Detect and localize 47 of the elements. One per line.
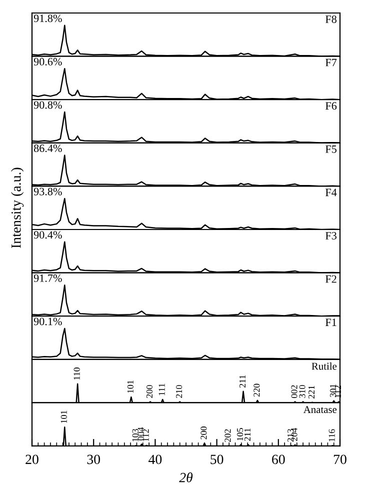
annotation: 200: [200, 426, 207, 440]
text: F3: [326, 232, 336, 240]
text: F5: [326, 146, 336, 153]
text: F4: [326, 188, 337, 196]
annotation: 301: [330, 384, 336, 397]
x-axis-title: 2θ: [179, 472, 193, 482]
text: F8: [326, 15, 336, 23]
text: 90.1%: [34, 318, 62, 326]
text: F1: [326, 318, 336, 326]
text: F7: [326, 58, 337, 66]
text: 91.7%: [34, 274, 62, 282]
annotation: 310: [299, 385, 306, 398]
text: 90.4%: [34, 231, 62, 239]
x-tick-label: 30: [87, 454, 100, 464]
y-axis-title: Intensity (a.u.): [11, 168, 24, 248]
annotation: 111: [158, 384, 165, 396]
annotation: 116: [328, 429, 335, 442]
text: F6: [326, 102, 337, 110]
x-tick-label: 50: [210, 454, 224, 464]
text: 93.8%: [34, 188, 62, 196]
x-tick-label: 60: [272, 454, 285, 464]
annotation: 110: [74, 368, 80, 380]
text: 90.6%: [34, 58, 62, 66]
annotation: 220: [254, 384, 260, 397]
annotation: 002: [291, 385, 298, 398]
annotation: 202: [224, 429, 231, 442]
text: Anatase: [303, 406, 337, 414]
annotation: 221: [308, 386, 314, 398]
annotation: 210: [176, 385, 182, 398]
annotation: 101: [60, 410, 67, 423]
annotation: 211: [244, 428, 250, 441]
annotation: 103: [132, 428, 138, 442]
text: Rutile: [312, 362, 337, 370]
annotation: 105: [236, 428, 244, 440]
text: 91.8%: [34, 14, 62, 22]
x-tick-label: 20: [26, 454, 38, 464]
annotation: 112: [142, 429, 149, 442]
x-tick-label: 70: [334, 454, 346, 464]
annotation: 004: [138, 427, 144, 440]
text: F2: [326, 275, 336, 283]
annotation: 211: [239, 375, 246, 388]
annotation: 101: [127, 380, 134, 393]
annotation: 200: [146, 385, 153, 398]
x-tick-label: 40: [148, 454, 162, 464]
text: 90.8%: [34, 101, 62, 109]
text: 86.4%: [34, 144, 62, 152]
annotation: 204: [291, 428, 298, 441]
